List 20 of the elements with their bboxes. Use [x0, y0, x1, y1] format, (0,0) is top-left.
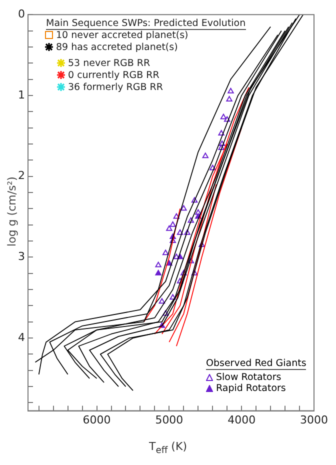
y-tick-label: 3 [18, 250, 25, 264]
x-tick-label: 3000 [300, 413, 328, 426]
x-tick-label: 6000 [82, 413, 111, 426]
y-tick-label: 1 [18, 88, 25, 102]
annotation: 10 never accreted planet(s) [56, 30, 188, 41]
annotation: 53 never RGB RR [68, 58, 150, 69]
legend-label: Rapid Rotators [216, 383, 286, 394]
annotation: 0 currently RGB RR [68, 70, 160, 81]
x-tick-label: 5000 [155, 413, 184, 426]
x-axis-title: T$_{eff}$ (K) [148, 440, 188, 456]
x-tick-label: 4000 [228, 413, 256, 426]
y-tick-label: 0 [18, 7, 25, 20]
y-tick-label: 2 [18, 169, 25, 182]
legend-title: Observed Red Giants [206, 358, 306, 370]
annotation: Main Sequence SWPs: Predicted Evolution [46, 18, 246, 30]
annotation: 89 has accreted planet(s) [56, 42, 178, 53]
y-tick-label: 4 [18, 330, 25, 344]
annotation: 36 formerly RGB RR [68, 82, 163, 93]
y-axis-title: log g (cm/s²) [6, 176, 18, 248]
legend-label: Slow Rotators [216, 372, 282, 383]
